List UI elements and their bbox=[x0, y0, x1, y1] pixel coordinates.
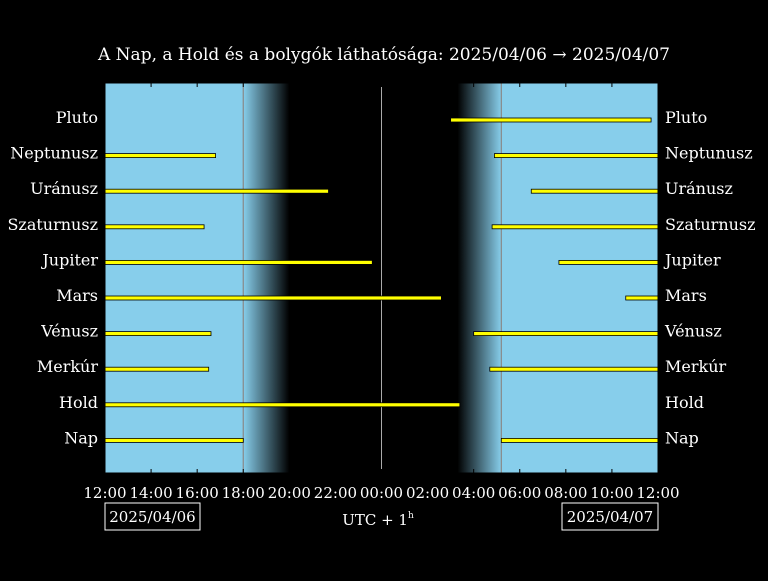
bar-nap-1 bbox=[500, 437, 659, 443]
x-axis-label: UTC + 1h bbox=[342, 511, 414, 529]
bar-nap-0 bbox=[104, 437, 244, 443]
bar-uranusz-1 bbox=[530, 188, 659, 194]
x-axis-ticks: 12:00 14:00 16:00 18:00 20:00 22:00 00:00 02:00… bbox=[83, 83, 680, 502]
x-tick-label-12: 12:00 bbox=[83, 484, 126, 502]
row-label-left-uranusz: Uránusz bbox=[30, 179, 98, 198]
row-label-left-venusz: Vénusz bbox=[40, 322, 98, 341]
bar-uranusz-0 bbox=[104, 188, 329, 194]
plot-background bbox=[105, 83, 658, 473]
bar-jupiter-1 bbox=[558, 259, 659, 265]
row-label-left-nap: Nap bbox=[64, 428, 98, 447]
x-tick-label-14: 14:00 bbox=[129, 484, 172, 502]
bar-mars-0 bbox=[104, 295, 442, 301]
row-label-right-uranusz: Uránusz bbox=[665, 179, 733, 198]
bar-neptunusz-1 bbox=[494, 153, 659, 159]
night-region bbox=[289, 83, 458, 473]
x-tick-label-32: 08:00 bbox=[544, 484, 587, 502]
bar-merkur-1 bbox=[489, 366, 659, 372]
x-tick-label-28: 04:00 bbox=[452, 484, 495, 502]
dusk-gradient bbox=[243, 83, 290, 473]
date-right-label: 2025/04/07 bbox=[567, 508, 653, 526]
x-axis-label-main: UTC + 1 bbox=[342, 511, 408, 529]
row-label-right-szaturnusz: Szaturnusz bbox=[665, 215, 756, 234]
bar-szaturnusz-0 bbox=[104, 224, 205, 230]
bar-venusz-0 bbox=[104, 331, 212, 337]
bar-pluto-0 bbox=[450, 117, 652, 123]
bar-venusz-1 bbox=[473, 331, 659, 337]
row-labels-right: Pluto Neptunusz Uránusz Szaturnusz Jupiter Ma… bbox=[663, 108, 756, 447]
x-tick-label-18: 18:00 bbox=[222, 484, 265, 502]
row-label-left-merkur: Merkúr bbox=[37, 357, 99, 376]
bar-szaturnusz-1 bbox=[491, 224, 659, 230]
dawn-gradient bbox=[457, 83, 502, 473]
row-label-right-merkur: Merkúr bbox=[665, 357, 727, 376]
row-label-right-venusz: Vénusz bbox=[664, 322, 722, 341]
x-tick-label-20: 20:00 bbox=[268, 484, 311, 502]
bar-jupiter-0 bbox=[104, 259, 373, 265]
bar-mars-1 bbox=[625, 295, 659, 301]
visibility-bars bbox=[104, 117, 659, 443]
row-label-right-neptunusz: Neptunusz bbox=[665, 144, 753, 163]
date-left-label: 2025/04/06 bbox=[109, 508, 195, 526]
row-label-left-hold: Hold bbox=[59, 393, 98, 412]
row-label-right-nap: Nap bbox=[665, 428, 699, 447]
day-region-right bbox=[501, 83, 658, 473]
bar-merkur-0 bbox=[104, 366, 210, 372]
row-label-left-szaturnusz: Szaturnusz bbox=[7, 215, 98, 234]
x-tick-label-24: 00:00 bbox=[360, 484, 403, 502]
row-label-left-mars: Mars bbox=[56, 286, 98, 305]
row-label-left-jupiter: Jupiter bbox=[40, 250, 98, 269]
date-left-box: 2025/04/06 bbox=[104, 502, 201, 531]
x-tick-label-36: 12:00 bbox=[636, 484, 679, 502]
x-tick-label-34: 10:00 bbox=[590, 484, 633, 502]
bar-neptunusz-0 bbox=[104, 153, 216, 159]
row-label-right-pluto: Pluto bbox=[665, 108, 707, 127]
x-tick-label-26: 02:00 bbox=[406, 484, 449, 502]
row-label-right-hold: Hold bbox=[665, 393, 704, 412]
row-labels-left: Pluto Neptunusz Uránusz Szaturnusz Jupiter Ma… bbox=[7, 108, 98, 447]
row-label-right-mars: Mars bbox=[665, 286, 707, 305]
chart-title: A Nap, a Hold és a bolygók láthatósága: … bbox=[97, 45, 670, 65]
row-label-left-neptunusz: Neptunusz bbox=[10, 144, 98, 163]
bar-hold-0 bbox=[104, 402, 461, 408]
row-label-right-jupiter: Jupiter bbox=[663, 250, 721, 269]
x-tick-label-30: 06:00 bbox=[498, 484, 541, 502]
row-label-left-pluto: Pluto bbox=[56, 108, 98, 127]
date-right-box: 2025/04/07 bbox=[561, 502, 659, 531]
x-axis-label-sup: h bbox=[408, 511, 414, 521]
x-tick-label-22: 22:00 bbox=[314, 484, 357, 502]
x-tick-label-16: 16:00 bbox=[176, 484, 219, 502]
day-region-left bbox=[105, 83, 244, 473]
